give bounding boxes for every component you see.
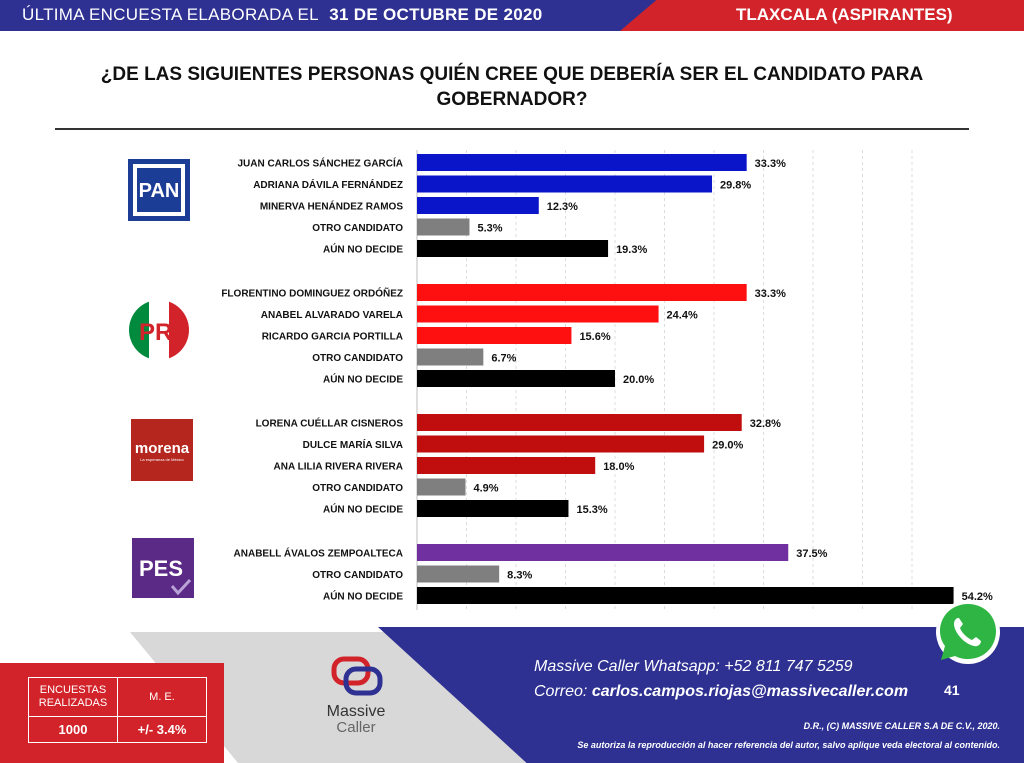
bar-category-label: AÚN NO DECIDE	[323, 373, 403, 386]
bar-category-label: LORENA CUÉLLAR CISNEROS	[256, 417, 404, 430]
bar-pan-0	[417, 154, 747, 171]
bar-value-label: 32.8%	[750, 418, 781, 430]
bar-morena-1	[417, 435, 705, 453]
pri-logo: PRI	[128, 299, 190, 361]
bar-pes-1	[417, 565, 500, 583]
pri-logo-text: PRI	[139, 319, 179, 346]
bar-pan-1	[417, 175, 713, 193]
bar-category-label: RICARDO GARCIA PORTILLA	[262, 332, 403, 343]
pes-logo: PES	[132, 538, 194, 598]
bar-category-label: OTRO CANDIDATO	[312, 353, 403, 364]
email-prefix: Correo:	[534, 683, 588, 700]
bar-value-label: 4.9%	[474, 483, 499, 495]
bar-category-label: ANABEL ALVARADO VARELA	[261, 310, 403, 321]
brand-line2: Caller	[336, 719, 376, 736]
morena-logo: morena La esperanza de México	[131, 419, 193, 481]
bar-category-label: OTRO CANDIDATO	[312, 223, 403, 234]
pan-logo: PAN	[128, 159, 190, 221]
bar-category-label: MINERVA HENÁNDEZ RAMOS	[260, 200, 403, 213]
bar-pri-2	[417, 327, 572, 344]
bar-category-label: OTRO CANDIDATO	[312, 570, 403, 581]
bar-value-label: 29.0%	[712, 440, 743, 452]
copyright: D.R., (C) MASSIVE CALLER S.A DE C.V., 20…	[803, 721, 1000, 731]
bar-value-label: 8.3%	[507, 570, 532, 582]
bar-category-label: AÚN NO DECIDE	[323, 243, 403, 256]
bar-category-label: AÚN NO DECIDE	[323, 503, 403, 516]
region-label: TLAXCALA (ASPIRANTES)	[736, 5, 953, 24]
survey-date-line: ÚLTIMA ENCUESTA ELABORADA EL 31 DE OCTUB…	[22, 5, 542, 25]
bar-category-label: AÚN NO DECIDE	[323, 590, 403, 603]
bar-pes-0	[417, 544, 789, 561]
bar-pan-4	[417, 240, 609, 257]
bar-value-label: 18.0%	[603, 461, 634, 473]
bar-value-label: 54.2%	[962, 591, 993, 603]
email-line: Correo: carlos.campos.riojas@massivecall…	[534, 683, 908, 701]
bar-pan-3	[417, 218, 470, 236]
disclaimer: Se autoriza la reproducción al hacer ref…	[577, 740, 1000, 750]
massive-caller-brand: Massive Caller	[306, 655, 406, 736]
bar-morena-2	[417, 457, 596, 474]
bar-category-label: OTRO CANDIDATO	[312, 483, 403, 494]
bar-value-label: 15.6%	[579, 331, 610, 343]
brand-line1: Massive	[326, 703, 386, 720]
bar-pri-0	[417, 284, 747, 301]
bar-pri-3	[417, 348, 484, 366]
survey-label: ÚLTIMA ENCUESTA ELABORADA EL	[22, 5, 319, 24]
bar-value-label: 15.3%	[576, 504, 607, 516]
bar-morena-0	[417, 414, 742, 431]
whatsapp-icon[interactable]	[934, 598, 1002, 666]
bar-category-label: JUAN CARLOS SÁNCHEZ GARCÍA	[237, 157, 403, 170]
me-value: +/- 3.4%	[117, 716, 207, 743]
page-number: 41	[944, 682, 960, 698]
morena-logo-subtext: La esperanza de México	[140, 457, 184, 462]
bar-value-label: 37.5%	[796, 548, 827, 560]
bar-value-label: 12.3%	[547, 201, 578, 213]
bar-pes-2	[417, 587, 954, 604]
me-label: M. E.	[117, 677, 207, 717]
bar-value-label: 24.4%	[667, 310, 698, 322]
survey-stats-table: ENCUESTAS REALIZADAS M. E. 1000 +/- 3.4%	[28, 677, 207, 743]
pan-logo-text: PAN	[139, 180, 180, 202]
question-title: ¿DE LAS SIGUIENTES PERSONAS QUIÉN CREE Q…	[100, 64, 924, 110]
bar-chart: JUAN CARLOS SÁNCHEZ GARCÍA 33.3% ADRIANA D…	[221, 150, 993, 610]
header-blue-band	[0, 0, 700, 31]
email-address[interactable]: carlos.campos.riojas@massivecaller.com	[591, 683, 909, 700]
morena-logo-text: morena	[135, 440, 190, 457]
massive-caller-logo-icon	[331, 656, 383, 696]
bar-pan-2	[417, 197, 539, 214]
bar-value-label: 20.0%	[623, 374, 654, 386]
bar-value-label: 6.7%	[491, 353, 516, 365]
bar-category-label: ANABELL ÁVALOS ZEMPOALTECA	[234, 547, 403, 560]
header-red-band	[620, 0, 1024, 31]
bar-value-label: 29.8%	[720, 180, 751, 192]
bar-category-label: ANA LILIA RIVERA RIVERA	[274, 462, 403, 473]
surveys-label: ENCUESTAS REALIZADAS	[28, 677, 118, 717]
bar-value-label: 5.3%	[477, 223, 502, 235]
survey-date: 31 DE OCTUBRE DE 2020	[329, 5, 543, 24]
pes-logo-text: PES	[139, 556, 183, 581]
bar-morena-3	[417, 478, 466, 496]
bar-category-label: FLORENTINO DOMINGUEZ ORDÓÑEZ	[221, 287, 403, 300]
whatsapp-line: Massive Caller Whatsapp: +52 811 747 525…	[534, 658, 853, 675]
surveys-value: 1000	[28, 716, 118, 743]
bar-value-label: 33.3%	[755, 288, 786, 300]
bar-category-label: DULCE MARÍA SILVA	[303, 438, 403, 451]
bar-pri-4	[417, 370, 615, 387]
bar-pri-1	[417, 305, 659, 323]
bar-morena-4	[417, 500, 569, 517]
bar-category-label: ADRIANA DÁVILA FERNÁNDEZ	[253, 178, 403, 191]
bar-value-label: 33.3%	[755, 158, 786, 170]
bar-value-label: 19.3%	[616, 244, 647, 256]
title-divider	[55, 128, 969, 130]
